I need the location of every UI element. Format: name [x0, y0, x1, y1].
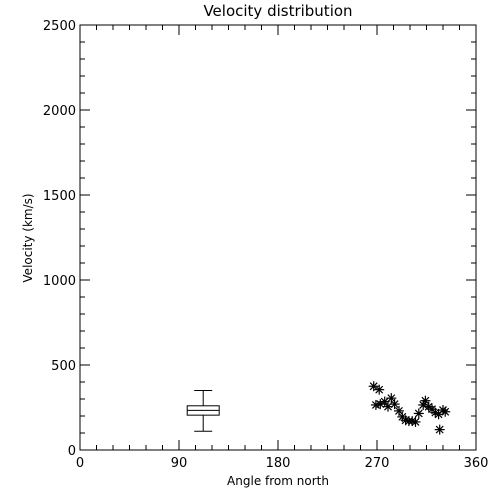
data-point-asterisk [368, 381, 379, 392]
x-tick-label: 360 [464, 456, 489, 471]
data-point-asterisk [374, 384, 385, 395]
chart-title: Velocity distribution [203, 2, 352, 20]
boxplot [186, 390, 220, 432]
data-point-asterisk [410, 416, 421, 427]
x-axis-title: Angle from north [227, 474, 329, 488]
y-tick-label: 2000 [43, 104, 76, 119]
x-tick-label: 180 [266, 456, 291, 471]
y-tick-label: 1500 [43, 189, 76, 204]
x-tick-label: 0 [76, 456, 84, 471]
y-axis-title: Velocity (km/s) [21, 193, 35, 282]
data-point-asterisk [440, 406, 451, 417]
data-point-asterisk [413, 408, 424, 419]
scatter-points [368, 381, 451, 435]
y-tick-label: 2500 [43, 19, 76, 34]
x-tick-label: 270 [365, 456, 390, 471]
plot-frame [79, 24, 477, 451]
axis-ticks: 0 90 180 270 360 0 500 1000 1500 2000 2500 [43, 19, 489, 471]
data-point-asterisk [389, 399, 400, 410]
data-point-asterisk [434, 424, 445, 435]
y-tick-label: 500 [51, 359, 76, 374]
y-tick-label: 1000 [43, 274, 76, 289]
x-tick-label: 90 [171, 456, 188, 471]
y-tick-label: 0 [68, 444, 76, 459]
